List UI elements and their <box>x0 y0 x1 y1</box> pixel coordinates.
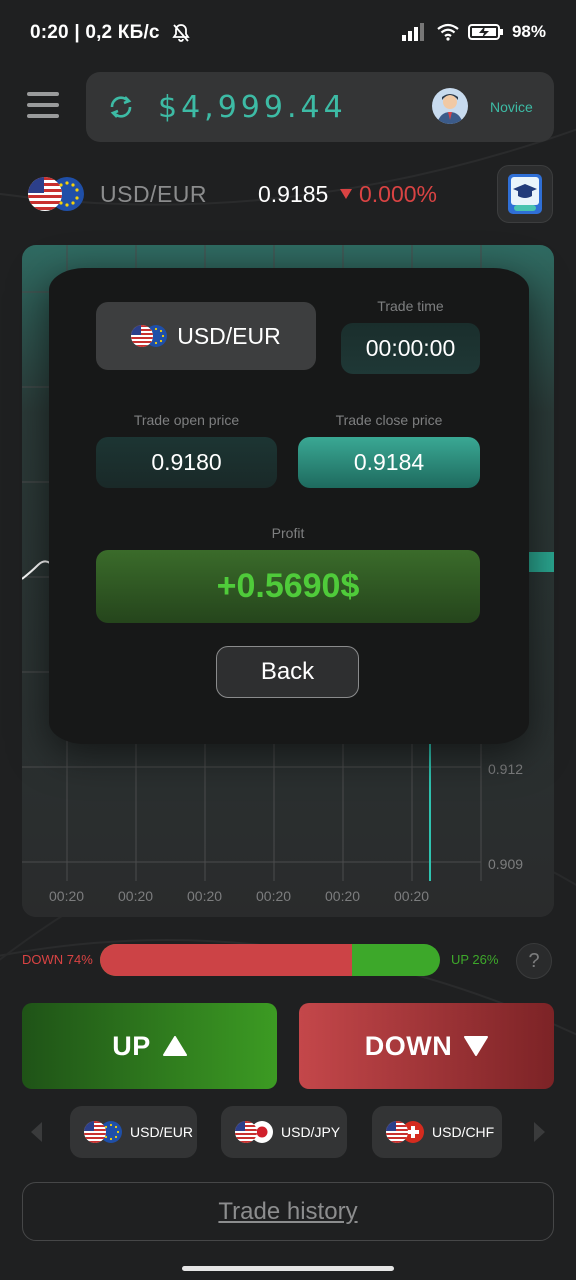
academy-button[interactable] <box>497 165 553 223</box>
user-avatar-icon <box>437 94 463 124</box>
us-flag-icon <box>386 1121 408 1143</box>
modal-pair-label: USD/EUR <box>177 322 281 349</box>
profit-label: Profit <box>271 525 305 541</box>
chevron-right-icon[interactable] <box>532 1120 548 1144</box>
profit-value: +0.5690$ <box>96 550 480 623</box>
menu-button[interactable] <box>27 92 59 122</box>
triangle-up-icon <box>162 1036 187 1056</box>
triangle-down-icon <box>464 1036 489 1056</box>
avatar[interactable] <box>432 88 468 124</box>
x-tick-label: 00:20 <box>256 888 292 904</box>
pair-chip-label: USD/EUR <box>130 1124 194 1140</box>
open-price-value: 0.9180 <box>96 437 277 488</box>
refresh-icon[interactable] <box>108 94 134 120</box>
up-button-label: UP <box>112 1030 151 1061</box>
balance-panel: $4,999.44 Novice <box>86 72 554 142</box>
pair-chip-usd-jpy[interactable]: USD/JPY <box>221 1106 347 1158</box>
down-button[interactable]: DOWN <box>299 1003 554 1089</box>
trade-result-modal: USD/EUR Trade time 00:00:00 Trade open p… <box>49 268 529 744</box>
close-price-value: 0.9184 <box>298 437 480 488</box>
close-price-label: Trade close price <box>335 412 443 428</box>
network-speed: 0,2 КБ/с <box>85 22 160 43</box>
menu-bar-icon <box>27 92 59 96</box>
x-tick-label: 00:20 <box>118 888 154 904</box>
ch-flag-icon <box>402 1121 424 1143</box>
status-time: 0:20 <box>30 22 69 43</box>
x-tick-label: 00:20 <box>187 888 223 904</box>
triangle-down-icon <box>340 189 352 199</box>
account-level-badge: Novice <box>490 99 533 115</box>
down-button-label: DOWN <box>364 1030 453 1061</box>
current-price-marker <box>528 552 554 572</box>
wifi-icon <box>437 23 459 41</box>
status-bar: 0:20 | 0,2 КБ/с 98% <box>0 0 576 66</box>
trade-time-label: Trade time <box>377 298 444 314</box>
usd-jpy-flags-icon <box>235 1121 273 1143</box>
graduation-cap-icon <box>508 174 542 214</box>
pair-flags <box>28 176 86 212</box>
pair-chip-label: USD/CHF <box>432 1124 495 1140</box>
status-right: 98% <box>401 22 546 42</box>
back-button[interactable]: Back <box>216 646 359 698</box>
trade-time-value: 00:00:00 <box>341 323 480 374</box>
open-price-label: Trade open price <box>133 412 240 428</box>
menu-bar-icon <box>27 114 59 118</box>
usd-chf-flags-icon <box>386 1121 424 1143</box>
battery-charging-icon <box>467 24 503 40</box>
us-flag-icon <box>84 1121 106 1143</box>
usd-eur-flags-icon <box>131 325 168 347</box>
pair-name: USD/EUR <box>100 181 208 207</box>
pair-chip-usd-eur[interactable]: USD/EUR <box>70 1106 197 1158</box>
status-left: 0:20 | 0,2 КБ/с <box>30 22 191 44</box>
signal-icon <box>401 23 424 41</box>
pair-chip-label: USD/JPY <box>281 1124 341 1140</box>
sentiment-bar <box>100 944 440 976</box>
modal-pair-button[interactable]: USD/EUR <box>96 302 316 370</box>
price-line <box>22 560 51 580</box>
us-flag-icon <box>235 1121 257 1143</box>
x-tick-label: 00:20 <box>49 888 85 904</box>
us-flag-icon <box>131 325 154 347</box>
y-tick-label: 0.912 <box>488 761 524 777</box>
usd-eur-flags-icon <box>84 1121 122 1143</box>
pair-price: 0.9185 <box>258 181 329 207</box>
home-indicator[interactable] <box>182 1266 394 1271</box>
us-flag-icon <box>28 177 62 211</box>
up-percent-label: UP 26% <box>451 952 499 967</box>
help-button[interactable]: ? <box>516 943 552 979</box>
pair-chip-usd-chf[interactable]: USD/CHF <box>372 1106 502 1158</box>
trade-history-button[interactable]: Trade history <box>22 1182 554 1241</box>
up-button[interactable]: UP <box>22 1003 277 1089</box>
menu-bar-icon <box>27 103 59 107</box>
jp-flag-icon <box>251 1121 273 1143</box>
chevron-left-icon[interactable] <box>28 1120 44 1144</box>
x-tick-label: 00:20 <box>325 888 361 904</box>
x-tick-label: 00:20 <box>394 888 430 904</box>
battery-percent: 98% <box>511 22 546 41</box>
muted-bell-icon <box>172 24 190 42</box>
down-percent-label: DOWN 74% <box>22 952 93 967</box>
pair-change: 0.000% <box>359 181 438 207</box>
sentiment-down-fill <box>100 944 352 976</box>
y-tick-label: 0.909 <box>488 856 524 872</box>
balance-value: $4,999.44 <box>158 90 347 125</box>
